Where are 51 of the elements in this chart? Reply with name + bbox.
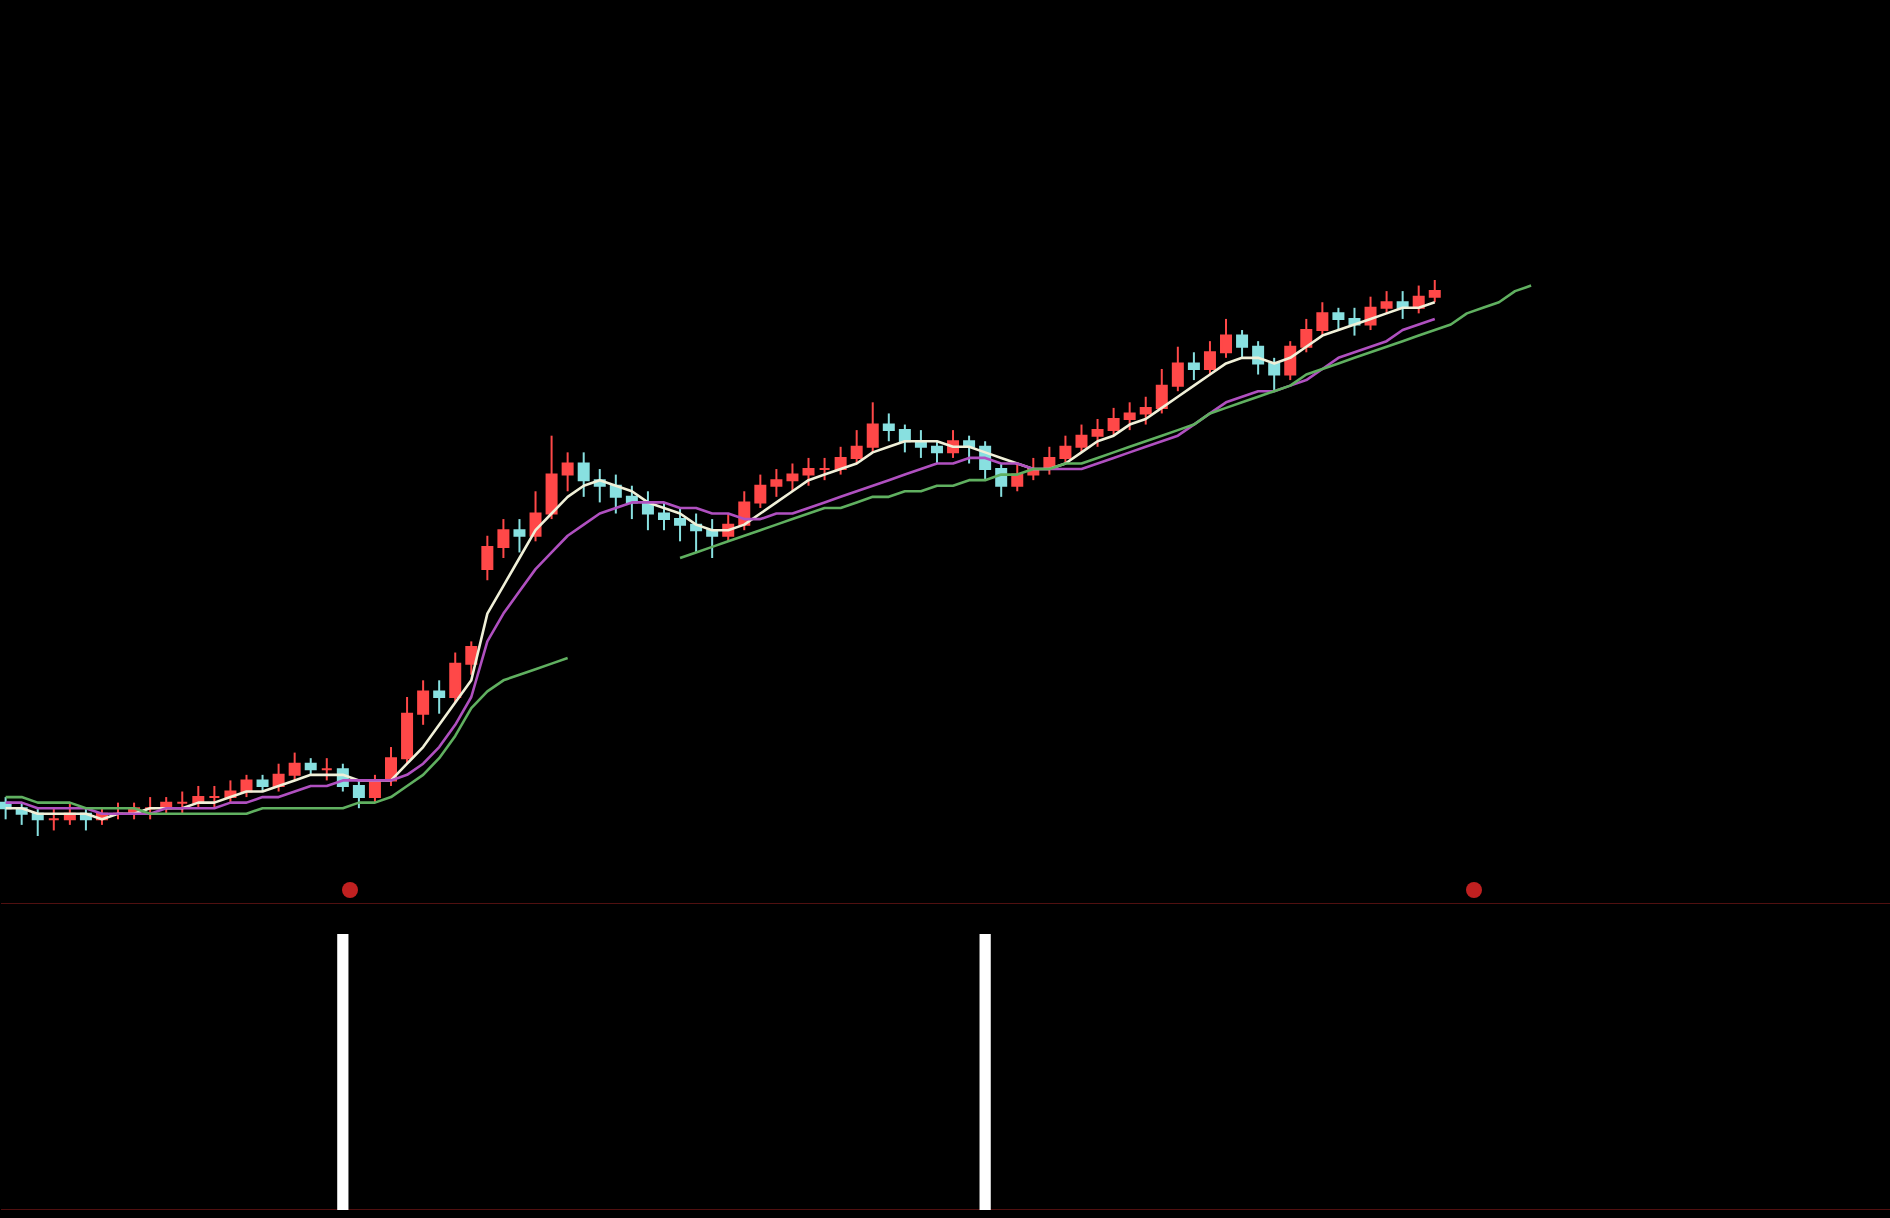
candlestick — [1428, 279, 1441, 304]
candlestick — [144, 796, 157, 821]
candlestick — [850, 429, 863, 465]
candlestick — [1268, 356, 1281, 393]
candlestick — [417, 679, 430, 726]
candlestick — [433, 679, 446, 715]
candlestick — [481, 534, 494, 582]
candlestick — [1203, 340, 1216, 376]
candlestick — [1332, 306, 1345, 332]
candlestick — [1380, 290, 1393, 315]
candlestick — [208, 784, 221, 810]
candlestick — [802, 456, 815, 487]
candlestick — [818, 456, 831, 482]
candlestick — [1091, 418, 1104, 448]
candlestick — [1187, 351, 1200, 382]
candlestick — [1075, 423, 1088, 454]
candlestick — [320, 757, 333, 782]
candlestick — [1155, 367, 1168, 415]
candlestick — [288, 751, 301, 782]
candlestick — [882, 412, 895, 443]
candlestick — [561, 451, 574, 493]
candlestick — [898, 423, 911, 454]
candlestick — [786, 462, 799, 493]
candlestick — [1139, 395, 1152, 426]
candlestick — [1236, 329, 1249, 359]
candlestick — [577, 451, 590, 498]
candlestick — [465, 640, 478, 676]
candlestick — [674, 506, 687, 543]
candlestick — [657, 501, 670, 532]
candlestick — [497, 518, 510, 559]
candlestick — [1123, 401, 1136, 432]
candlestick — [1059, 434, 1072, 465]
candlestick — [770, 468, 783, 498]
candlestick — [1171, 345, 1184, 393]
candlestick — [930, 440, 943, 465]
candlestick — [545, 434, 558, 521]
candlestick — [1220, 317, 1233, 359]
candlestick — [47, 807, 60, 832]
candlestick — [513, 518, 526, 554]
candlestick — [401, 696, 414, 765]
candlestick — [449, 651, 462, 704]
candlestick — [1011, 462, 1024, 493]
candlestick — [754, 473, 767, 509]
candlestick — [1300, 317, 1313, 354]
candlestick — [1316, 301, 1329, 337]
candlestick — [176, 790, 189, 815]
candlestick — [866, 401, 879, 454]
candlestick — [240, 773, 253, 799]
candlestick — [1284, 340, 1297, 382]
candlestick — [352, 779, 365, 810]
candlestick — [1107, 406, 1120, 437]
